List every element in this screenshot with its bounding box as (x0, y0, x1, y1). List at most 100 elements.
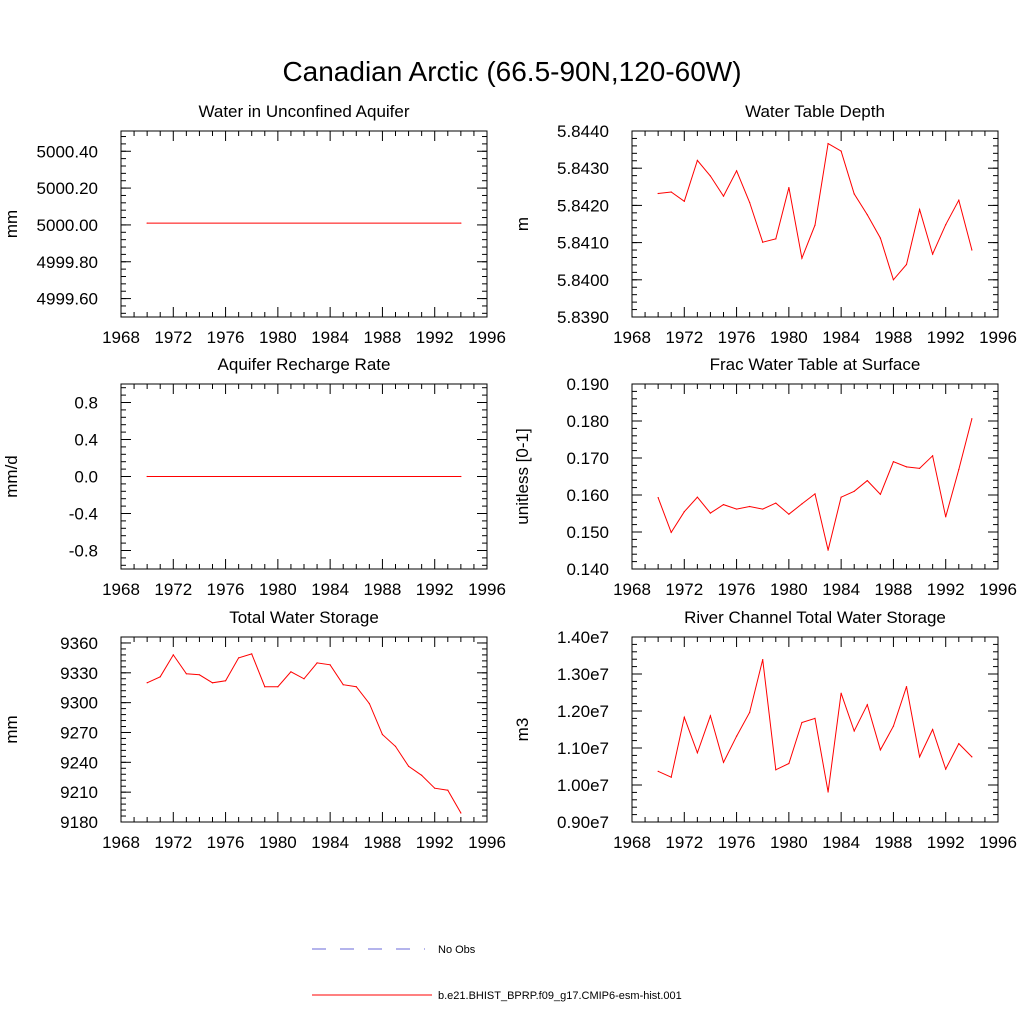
data-point (775, 502, 777, 504)
data-point (775, 769, 777, 771)
x-tick-label: 1968 (613, 580, 651, 599)
data-point (801, 721, 803, 724)
data-point (394, 745, 397, 748)
x-tick-label: 1980 (259, 328, 297, 347)
data-point (762, 241, 764, 243)
y-axis-label: mm (2, 715, 21, 743)
y-tick-label: 9210 (60, 783, 98, 802)
data-point (146, 475, 148, 478)
data-point (407, 765, 410, 767)
y-axis-label: mm (2, 210, 21, 238)
y-tick-label: 5.8410 (557, 234, 609, 253)
chart-panel-6: River Channel Total Water Storage m3 1968 1… (513, 608, 1017, 852)
data-point (958, 742, 960, 745)
data-point (958, 199, 960, 201)
y-tick-label: 5000.00 (37, 216, 98, 235)
legend: No Obs b.e21.BHIST_BPRP.f09_g17.CMIP6-es… (312, 944, 682, 1002)
data-point (670, 776, 672, 778)
data-point (788, 186, 790, 189)
data-point (879, 493, 881, 495)
data-point (801, 257, 803, 259)
data-point (722, 761, 725, 764)
y-tick-label: 1.40e7 (557, 628, 609, 647)
data-point (447, 789, 449, 791)
x-tick-label: 1996 (979, 328, 1017, 347)
data-point (146, 682, 148, 684)
data-point (945, 768, 947, 770)
data-point (788, 513, 790, 515)
data-point (775, 238, 777, 240)
x-tick-label: 1976 (718, 580, 756, 599)
x-tick-label: 1992 (416, 580, 454, 599)
x-tick-label: 1972 (154, 580, 192, 599)
data-point (670, 191, 672, 193)
y-tick-label: -0.8 (69, 542, 98, 561)
data-point (722, 504, 725, 506)
x-tick-label: 1968 (102, 580, 140, 599)
data-point (749, 201, 751, 204)
data-point (892, 461, 895, 463)
data-point (159, 676, 161, 678)
x-tick-label: 1992 (927, 328, 965, 347)
data-point (918, 208, 921, 211)
data-point (971, 756, 973, 758)
data-point (827, 549, 829, 551)
data-point (198, 674, 201, 676)
data-point (185, 673, 187, 675)
figure-title: Canadian Arctic (66.5-90N,120-60W) (282, 56, 741, 87)
x-tick-label: 1984 (822, 580, 860, 599)
data-point (290, 671, 292, 673)
data-point (932, 728, 934, 731)
series-line (658, 142, 973, 281)
data-point (355, 686, 357, 688)
data-point (722, 195, 725, 197)
panel-title: Water in Unconfined Aquifer (198, 102, 409, 121)
chart-panels: Water in Unconfined Aquifer mm 1968 1972 197… (2, 102, 1017, 852)
chart-panel-5: Total Water Storage mm 1968 1972 1976 1980 198… (2, 608, 506, 852)
data-point (657, 192, 659, 195)
data-point (814, 493, 816, 495)
x-tick-label: 1984 (311, 328, 349, 347)
y-tick-label: 1.20e7 (557, 702, 609, 721)
legend-label-model-run: b.e21.BHIST_BPRP.f09_g17.CMIP6-esm-hist.… (438, 990, 682, 1002)
chart-panel-3: Aquifer Recharge Rate mm/d 1968 1972 1976 198… (2, 355, 506, 599)
data-point (853, 490, 855, 492)
data-point (788, 762, 790, 765)
y-axis-label: unitless [0-1] (513, 428, 532, 524)
data-point (735, 170, 738, 172)
data-point (958, 468, 960, 471)
data-point (879, 749, 881, 751)
y-tick-label: 0.190 (566, 375, 609, 394)
x-tick-label: 1980 (259, 580, 297, 599)
data-point (657, 770, 659, 772)
data-point (683, 511, 685, 513)
data-point (853, 730, 855, 732)
data-point (840, 692, 842, 694)
plot-frame (631, 636, 999, 823)
x-tick-label: 1980 (770, 833, 808, 852)
y-axis-label: mm/d (2, 455, 21, 498)
x-tick-label: 1976 (718, 833, 756, 852)
y-tick-label: 0.8 (74, 394, 98, 413)
y-tick-label: 5.8390 (557, 308, 609, 327)
x-tick-label: 1972 (665, 833, 703, 852)
data-point (238, 657, 240, 659)
x-tick-label: 1968 (102, 328, 140, 347)
x-tick-label: 1996 (468, 833, 506, 852)
y-tick-label: 5000.40 (37, 142, 98, 161)
x-tick-label: 1968 (613, 328, 651, 347)
data-point (251, 653, 253, 655)
x-tick-label: 1968 (102, 833, 140, 852)
data-point (853, 193, 855, 195)
x-tick-label: 1996 (468, 328, 506, 347)
data-point (460, 812, 462, 814)
chart-panel-4: Frac Water Table at Surface unitless [0-1… (513, 355, 1017, 599)
y-tick-label: 0.0 (74, 468, 98, 487)
x-tick-label: 1988 (364, 833, 402, 852)
x-tick-label: 1996 (979, 833, 1017, 852)
y-axis-label: m (513, 217, 532, 231)
data-point (892, 725, 895, 727)
y-tick-label: 0.140 (566, 560, 609, 579)
x-tick-label: 1980 (770, 328, 808, 347)
panel-title: River Channel Total Water Storage (684, 608, 946, 627)
